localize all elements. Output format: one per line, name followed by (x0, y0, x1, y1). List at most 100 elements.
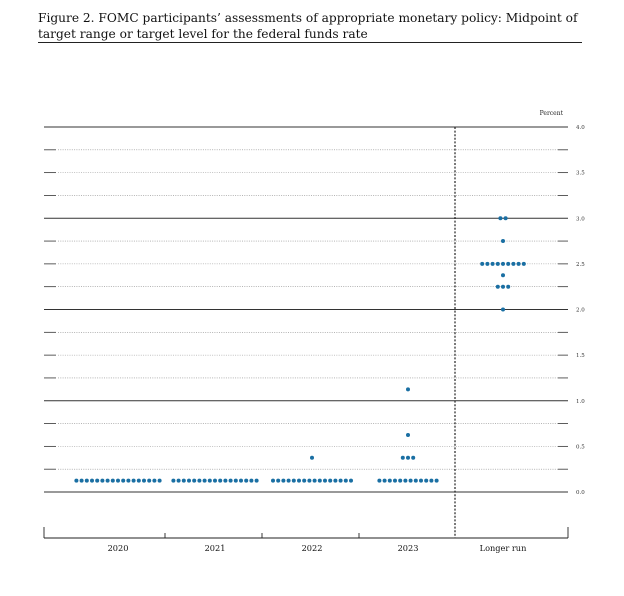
participant-dot (213, 478, 217, 483)
participant-dot (136, 478, 141, 483)
participant-dot (398, 478, 403, 483)
y-tick-label: 1.5 (576, 353, 585, 359)
participant-dot (207, 478, 212, 483)
y-tick-label: 2.5 (576, 262, 585, 268)
y-axis-unit-label: Percent (540, 110, 564, 117)
axes (43, 127, 569, 539)
participant-dot (239, 478, 243, 483)
participant-dot (521, 261, 526, 266)
participant-dot (406, 432, 410, 437)
participant-dot (176, 478, 181, 483)
participant-dot (121, 478, 126, 483)
participant-dot (79, 478, 84, 483)
participant-dot (411, 455, 416, 460)
participant-dot (302, 478, 307, 483)
participant-dot (249, 478, 254, 483)
participant-dot (503, 216, 508, 221)
participant-dot (218, 478, 223, 483)
participant-dot (429, 478, 434, 483)
participant-dot (233, 478, 238, 483)
participant-dot (408, 478, 413, 483)
participant-dot (490, 261, 495, 266)
y-tick-label: 3.0 (576, 216, 585, 222)
y-tick-label: 2.0 (576, 308, 585, 314)
participant-dot (501, 239, 505, 244)
participant-dot (377, 478, 382, 483)
participant-dot (506, 261, 511, 266)
participant-dot (406, 455, 410, 460)
participant-dot (297, 478, 301, 483)
participant-dot (387, 478, 392, 483)
participant-dot (501, 261, 505, 266)
participant-dot (516, 261, 521, 266)
participant-dot (281, 478, 286, 483)
participant-dot (424, 478, 429, 483)
participant-dot (116, 478, 120, 483)
participant-dot (480, 261, 485, 266)
participant-dot (400, 455, 405, 460)
participant-dot (131, 478, 136, 483)
x-category-label: 2023 (398, 543, 419, 553)
participant-dot (419, 478, 423, 483)
participant-dot (192, 478, 197, 483)
participant-dot (434, 478, 439, 483)
participant-dot (147, 478, 152, 483)
participant-dot (338, 478, 343, 483)
participant-dot (197, 478, 202, 483)
participant-dot (271, 478, 275, 483)
participant-dot (333, 478, 338, 483)
participant-dot (501, 273, 505, 278)
participant-dot (382, 478, 387, 483)
participant-dot (498, 216, 503, 221)
participant-dot (100, 478, 105, 483)
y-tick-label: 0.0 (576, 490, 585, 496)
grid-lines (44, 126, 568, 493)
y-tick-label: 4.0 (576, 125, 585, 131)
participant-dot (126, 478, 131, 483)
participant-dot (501, 307, 505, 312)
participant-dot (244, 478, 249, 483)
participant-dot (343, 478, 348, 483)
participant-dot (328, 478, 333, 483)
participant-dot (495, 261, 500, 266)
participant-dot (254, 478, 259, 483)
participant-dot (187, 478, 191, 483)
x-category-label: 2022 (302, 543, 323, 553)
title-rule (38, 42, 582, 43)
y-tick-label: 1.0 (576, 399, 585, 405)
participant-dot (95, 478, 100, 483)
participant-dot (312, 478, 317, 483)
participant-dot (142, 478, 146, 483)
participant-dot (90, 478, 94, 483)
x-category-label: Longer run (480, 543, 527, 553)
participant-dot (511, 261, 516, 266)
participant-dot (171, 478, 176, 483)
participant-dot (181, 478, 186, 483)
participant-dot (286, 478, 291, 483)
participant-dot (485, 261, 490, 266)
participant-dot (110, 478, 115, 483)
participant-dot (307, 478, 312, 483)
y-tick-label: 0.5 (576, 444, 585, 450)
participant-dot (406, 387, 410, 392)
axis-labels: 0.0 0.5 1.0 1.5 2.0 2.5 3.0 3.5 4.0 Percent 2020 20… (108, 110, 586, 553)
participant-dot (84, 478, 89, 483)
x-category-label: 2020 (108, 543, 129, 553)
participant-dot (317, 478, 322, 483)
x-category-label: 2021 (205, 543, 226, 553)
participant-dot (74, 478, 79, 483)
y-tick-label: 3.5 (576, 171, 585, 177)
participant-dot (202, 478, 207, 483)
participant-dot (291, 478, 296, 483)
dot-series (74, 216, 526, 483)
participant-dot (403, 478, 408, 483)
participant-dot (501, 284, 505, 289)
figure-title: Figure 2. FOMC participants’ assessments… (38, 11, 578, 41)
participant-dot (228, 478, 233, 483)
participant-dot (506, 284, 511, 289)
participant-dot (152, 478, 157, 483)
participant-dot (393, 478, 397, 483)
participant-dot (349, 478, 353, 483)
participant-dot (495, 284, 500, 289)
